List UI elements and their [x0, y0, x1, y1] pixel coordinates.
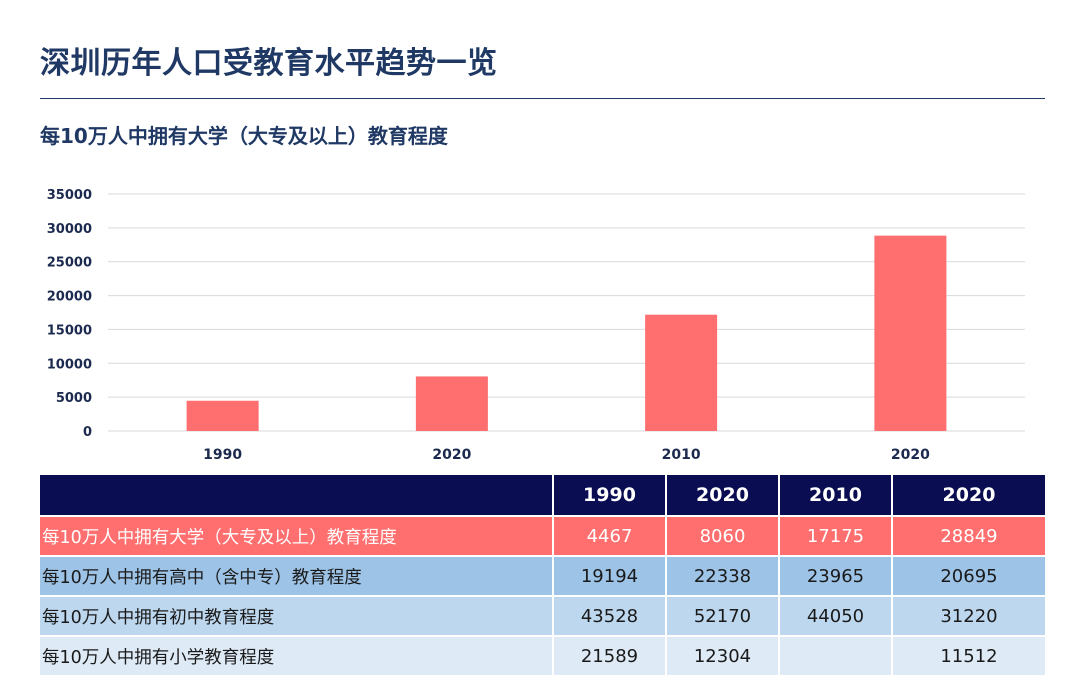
table-cell: 44050	[779, 595, 893, 636]
bar	[186, 400, 259, 431]
y-tick-label: 10000	[47, 357, 92, 372]
table-row: 每10万人中拥有高中（含中专）教育程度 19194 22338 23965 20…	[40, 555, 1045, 596]
table-header-cell: 2020	[666, 475, 780, 516]
table-cell: 23965	[779, 555, 893, 596]
table-cell: 21589	[553, 635, 667, 675]
table-cell: 28849	[892, 515, 1045, 556]
table-cell: 22338	[666, 555, 780, 596]
page-title: 深圳历年人口受教育水平趋势一览	[40, 46, 498, 81]
x-tick-label: 2020	[432, 447, 471, 463]
table-header-cell: 2020	[892, 475, 1045, 516]
bar	[645, 314, 718, 431]
table-cell: 8060	[666, 515, 780, 556]
data-table: 1990 2020 2010 2020 每10万人中拥有大学（大专及以上）教育程…	[40, 475, 1045, 675]
chart-title: 每10万人中拥有大学（大专及以上）教育程度	[40, 124, 448, 148]
table-header-cell: 2010	[779, 475, 893, 516]
table-cell	[779, 635, 893, 675]
bar	[874, 235, 947, 431]
x-tick-label: 2020	[891, 447, 930, 463]
y-tick-label: 0	[83, 425, 92, 440]
table-cell: 17175	[779, 515, 893, 556]
table-header-row: 1990 2020 2010 2020	[40, 475, 1045, 516]
table-cell: 43528	[553, 595, 667, 636]
row-label: 每10万人中拥有小学教育程度	[40, 635, 554, 675]
x-tick-label: 2010	[662, 447, 701, 463]
y-tick-label: 5000	[56, 391, 92, 406]
y-tick-label: 15000	[47, 323, 92, 338]
row-label: 每10万人中拥有初中教育程度	[40, 595, 554, 636]
table-row: 每10万人中拥有初中教育程度 43528 52170 44050 31220	[40, 595, 1045, 636]
x-tick-label: 1990	[203, 447, 242, 463]
y-tick-label: 30000	[47, 222, 92, 237]
bar	[415, 376, 488, 431]
table-cell: 12304	[666, 635, 780, 675]
table-row: 每10万人中拥有小学教育程度 21589 12304 11512	[40, 635, 1045, 675]
title-divider	[40, 98, 1045, 99]
table-cell: 11512	[892, 635, 1045, 675]
y-tick-label: 35000	[47, 188, 92, 203]
table-row: 每10万人中拥有大学（大专及以上）教育程度 4467 8060 17175 28…	[40, 515, 1045, 556]
table-cell: 4467	[553, 515, 667, 556]
bar-chart: 0 5000 10000 15000 20000 25000 30000 35000 1990 2…	[47, 188, 1025, 463]
row-label: 每10万人中拥有大学（大专及以上）教育程度	[40, 515, 554, 556]
table-cell: 52170	[666, 595, 780, 636]
table-cell: 31220	[892, 595, 1045, 636]
y-tick-label: 25000	[47, 256, 92, 271]
y-tick-label: 20000	[47, 290, 92, 305]
table-cell: 19194	[553, 555, 667, 596]
table-header-cell: 1990	[553, 475, 667, 516]
table-header-cell	[40, 475, 554, 516]
row-label: 每10万人中拥有高中（含中专）教育程度	[40, 555, 554, 596]
table-cell: 20695	[892, 555, 1045, 596]
